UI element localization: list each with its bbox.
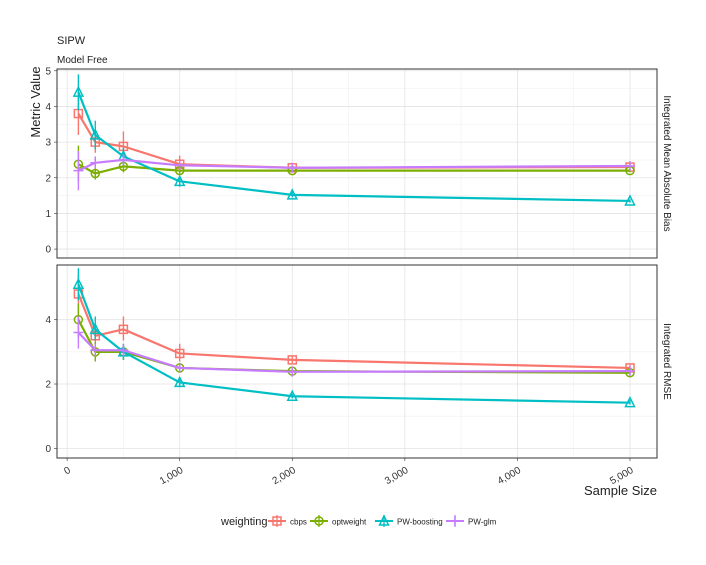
y-tick-label: 3 (45, 138, 51, 149)
panel-strip-label: Integrated RMSE (661, 323, 672, 400)
data-point (73, 165, 84, 176)
y-axis-label: Metric Value (28, 66, 43, 137)
data-point (287, 355, 298, 365)
legend-item-PW-glm: PW-glm (446, 515, 497, 527)
chart-subtitle: Model Free (57, 55, 108, 66)
legend-key-marker (378, 514, 390, 526)
data-point (173, 375, 186, 388)
legend-label: PW-boosting (397, 518, 443, 527)
y-tick-label: 2 (45, 173, 51, 184)
x-tick-label: 0 (62, 465, 73, 478)
legend-label: PW-glm (468, 518, 497, 527)
series-PW-boosting (72, 74, 636, 206)
series-PW-boosting (72, 268, 636, 408)
series-PW-glm (73, 151, 635, 191)
legend-item-PW-boosting: PW-boosting (375, 514, 443, 527)
data-point (118, 154, 129, 165)
legend-item-cbps: cbps (268, 515, 307, 527)
legend-label: optweight (332, 518, 367, 527)
data-point (72, 85, 85, 97)
legend-key-marker (450, 516, 460, 526)
y-tick-label: 1 (45, 209, 51, 220)
chart-panels: 0 1 2 3 4 5 Integrated Mean Absolute Bias 0 2 4 In… (45, 66, 672, 459)
data-point (174, 348, 185, 359)
data-point (174, 362, 185, 373)
data-point (89, 322, 101, 335)
legend-item-optweight: optweight (310, 515, 367, 527)
panel-border (56, 68, 658, 259)
series-PW-glm (73, 316, 635, 377)
legend-label: cbps (290, 518, 307, 527)
data-point (624, 194, 636, 206)
data-point (73, 327, 84, 338)
data-point (118, 345, 129, 356)
series-line-PW-boosting (77, 91, 631, 203)
series-line-PW-glm (77, 331, 630, 373)
chart-title: SIPW (57, 35, 86, 47)
data-point (174, 160, 185, 171)
y-tick-label: 5 (45, 66, 51, 77)
data-point (90, 168, 101, 179)
data-point (624, 366, 635, 377)
panel-border (56, 264, 658, 459)
y-tick-label: 0 (45, 444, 51, 455)
legend-key-marker (314, 516, 324, 526)
data-point (90, 157, 101, 168)
legend: weighting cbps optweight PW-boosting PW-glm (220, 514, 497, 528)
data-point (89, 128, 101, 140)
data-point (624, 160, 635, 171)
y-tick-label: 0 (45, 245, 51, 256)
y-tick-label: 4 (45, 315, 51, 326)
y-tick-label: 2 (45, 380, 51, 391)
panel-strip-label: Integrated Mean Absolute Bias (661, 95, 672, 231)
series-line-PW-glm (77, 158, 630, 172)
data-point (286, 188, 298, 200)
series-line-PW-boosting (77, 283, 631, 404)
data-point (118, 324, 129, 335)
y-tick-label: 4 (45, 102, 51, 113)
data-point (287, 162, 298, 173)
legend-key-marker (272, 516, 282, 526)
data-point (72, 277, 85, 290)
legend-title: weighting (220, 516, 267, 528)
x-axis-label: Sample Size (584, 483, 657, 498)
panel-0: 0 1 2 3 4 5 Integrated Mean Absolute Bias (45, 66, 672, 259)
data-point (287, 366, 298, 377)
data-point (624, 395, 636, 408)
data-point (90, 345, 101, 356)
data-point (173, 174, 186, 187)
panel-1: 0 2 4 Integrated RMSE (45, 264, 672, 459)
data-point (286, 389, 298, 401)
